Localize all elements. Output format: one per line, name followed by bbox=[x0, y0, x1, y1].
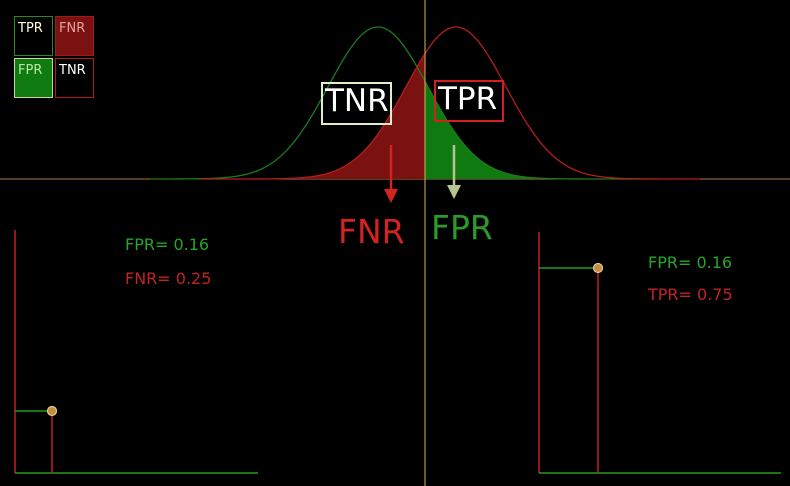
right-plot bbox=[538, 232, 781, 474]
left-plot-point bbox=[46, 405, 58, 417]
legend-fpr: FPR bbox=[14, 58, 53, 98]
negative-class-curve bbox=[149, 26, 650, 180]
left-plot bbox=[14, 230, 258, 474]
fpr-label: FPR bbox=[431, 208, 493, 247]
positive-class-curve bbox=[200, 26, 700, 180]
right-plot-tpr-text: TPR= 0.75 bbox=[648, 285, 733, 304]
legend-tpr: TPR bbox=[14, 16, 53, 56]
right-plot-point bbox=[592, 262, 604, 274]
fnr-arrow bbox=[384, 145, 398, 203]
left-plot-fnr-text: FNR= 0.25 bbox=[125, 269, 212, 288]
tnr-box-label: TNR bbox=[321, 82, 392, 125]
legend-tnr: TNR bbox=[55, 58, 94, 98]
legend-fnr: FNR bbox=[55, 16, 94, 56]
fpr-arrow bbox=[447, 145, 461, 199]
fpr-area bbox=[425, 81, 600, 179]
right-plot-fpr-text: FPR= 0.16 bbox=[648, 253, 733, 272]
legend-grid: TPR FNR FPR TNR bbox=[14, 16, 96, 100]
left-plot-fpr-text: FPR= 0.16 bbox=[125, 235, 210, 254]
tpr-box-label: TPR bbox=[434, 80, 504, 122]
fnr-area bbox=[220, 53, 425, 179]
fnr-label: FNR bbox=[338, 212, 405, 251]
